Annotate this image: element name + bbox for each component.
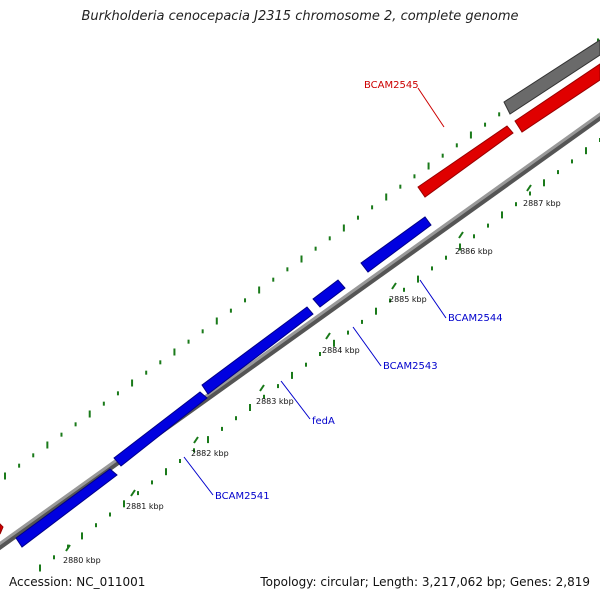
tick-label-2884: 2884 kbp (322, 346, 360, 355)
tick-label-2883: 2883 kbp (256, 397, 294, 406)
gene-arrow-bcam2544[interactable] (360, 216, 432, 273)
gene-arrow-feda[interactable] (201, 306, 314, 395)
accession-label: Accession: NC_011001 (9, 575, 146, 589)
gene-arrow-bcam2545[interactable] (417, 125, 514, 198)
chromosome-backbone-shadow (0, 113, 600, 551)
kbp-tick (259, 384, 265, 392)
label-lines (183, 87, 447, 496)
map-title: Burkholderia cenocepacia J2315 chromosom… (81, 9, 519, 24)
gene-arrow-bcam2543[interactable] (312, 279, 346, 308)
gc-dots-inner (39, 138, 600, 572)
gene-label-bcam2543[interactable]: BCAM2543 (383, 361, 438, 372)
kbp-tick (130, 489, 136, 497)
kbp-tick (458, 231, 464, 239)
tick-label-2887: 2887 kbp (523, 199, 561, 208)
tick-label-2886: 2886 kbp (455, 247, 493, 256)
gene-label-feda[interactable]: fedA (312, 416, 335, 427)
gray-feature[interactable] (503, 39, 600, 115)
kbp-tick (325, 332, 331, 340)
gene-label-bcam2541[interactable]: BCAM2541 (215, 491, 270, 502)
gene-label-bcam2544[interactable]: BCAM2544 (448, 313, 503, 324)
tick-label-2881: 2881 kbp (126, 502, 164, 511)
genome-summary: Topology: circular; Length: 3,217,062 bp… (260, 575, 590, 589)
gene-arrow-bcam2541-a[interactable] (15, 468, 118, 548)
tick-label-2880: 2880 kbp (63, 556, 101, 565)
kbp-tick (65, 544, 71, 552)
kbp-tick (391, 282, 397, 290)
gene-arrow-forward-next[interactable] (514, 63, 600, 133)
forward-genes (0, 63, 600, 535)
gene-arrow-bcam2541[interactable] (113, 391, 208, 467)
chromosome-backbone (0, 112, 600, 546)
kbp-tick (193, 436, 199, 444)
gene-label-bcam2545[interactable]: BCAM2545 (364, 80, 419, 91)
gene-arrow-forward-prev[interactable] (0, 523, 4, 535)
reverse-genes (15, 216, 432, 548)
ticks (65, 184, 532, 552)
kbp-tick (526, 184, 532, 192)
tick-label-2885: 2885 kbp (389, 295, 427, 304)
tick-label-2882: 2882 kbp (191, 449, 229, 458)
